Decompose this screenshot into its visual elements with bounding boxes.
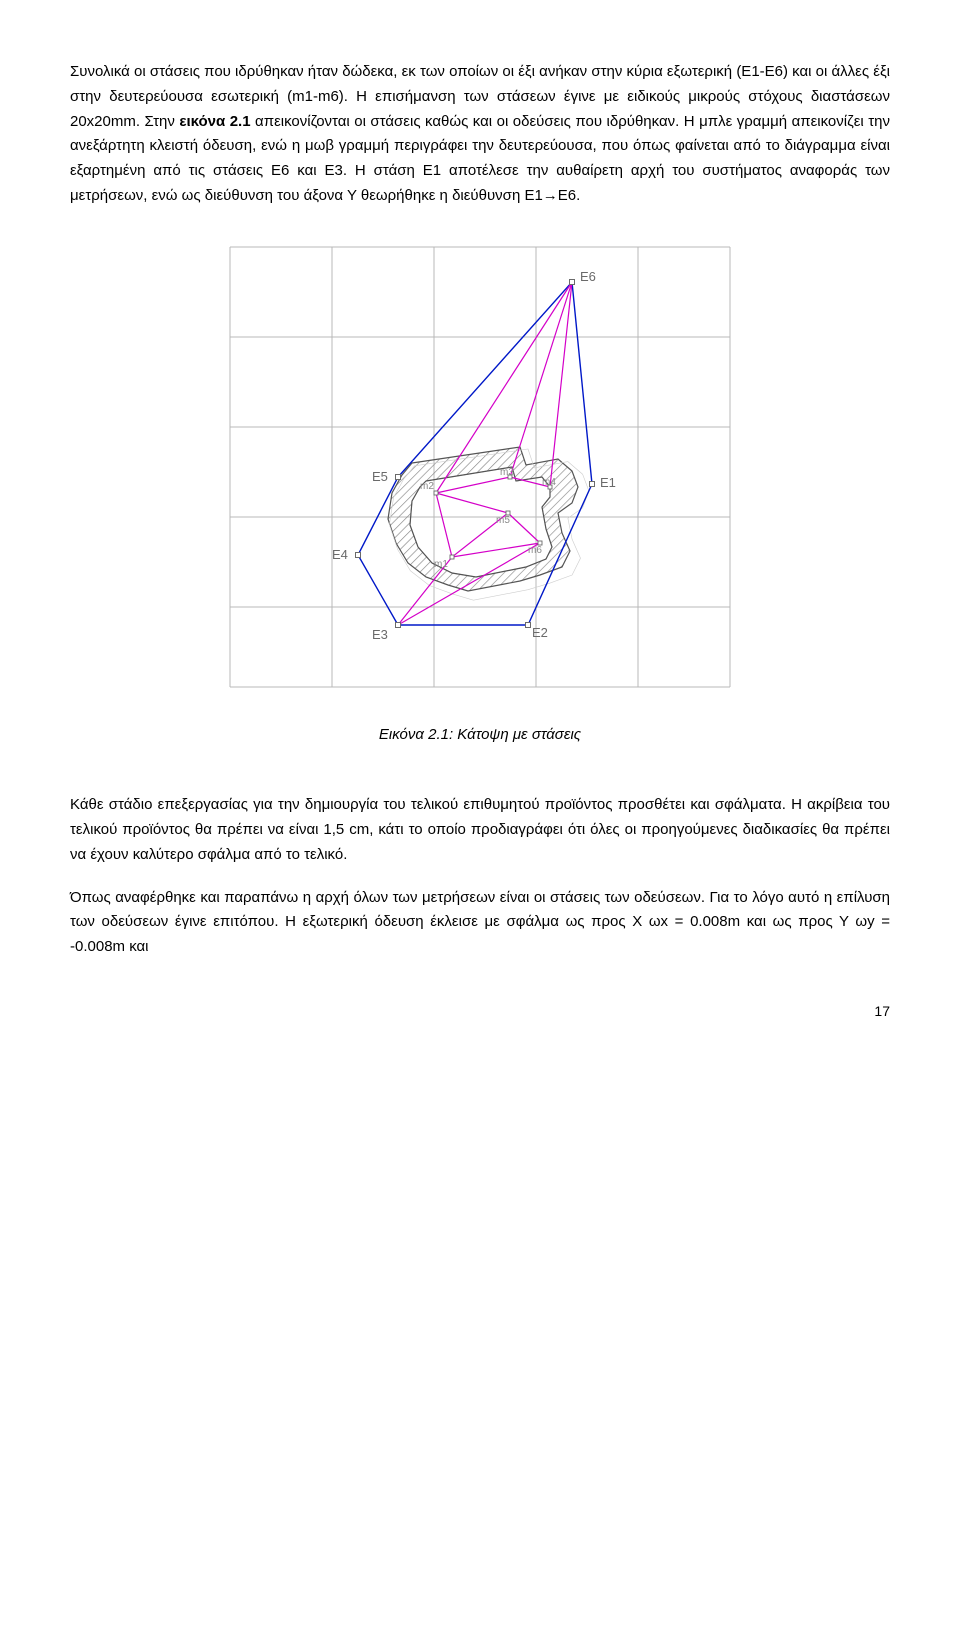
para1-bold: εικόνα 2.1 — [179, 113, 250, 130]
svg-text:m6: m6 — [528, 545, 542, 556]
svg-text:E1: E1 — [600, 475, 616, 490]
paragraph-1: Συνολικά οι στάσεις που ιδρύθηκαν ήταν δ… — [70, 60, 890, 209]
svg-text:m1: m1 — [434, 559, 448, 570]
page-number: 17 — [70, 1000, 890, 1023]
svg-text:E5: E5 — [372, 469, 388, 484]
figure-caption: Εικόνα 2.1: Κάτοψη με στάσεις — [70, 723, 890, 748]
svg-text:m5: m5 — [496, 515, 510, 526]
svg-text:E4: E4 — [332, 547, 348, 562]
paragraph-2: Κάθε στάδιο επεξεργασίας για την δημιουρ… — [70, 793, 890, 867]
paragraph-3: Όπως αναφέρθηκε και παραπάνω η αρχή όλων… — [70, 886, 890, 960]
figure-2-1: E1 E2 E3 E4 E5 E6 m1 m2 m3 m4 m5 m6 — [220, 237, 740, 697]
plan-view-diagram: E1 E2 E3 E4 E5 E6 m1 m2 m3 m4 m5 m6 — [220, 237, 740, 697]
svg-text:m2: m2 — [420, 481, 434, 492]
svg-text:E3: E3 — [372, 627, 388, 642]
svg-text:m4: m4 — [542, 477, 556, 488]
svg-text:E2: E2 — [532, 625, 548, 640]
svg-text:m3: m3 — [500, 467, 514, 478]
svg-text:E6: E6 — [580, 269, 596, 284]
